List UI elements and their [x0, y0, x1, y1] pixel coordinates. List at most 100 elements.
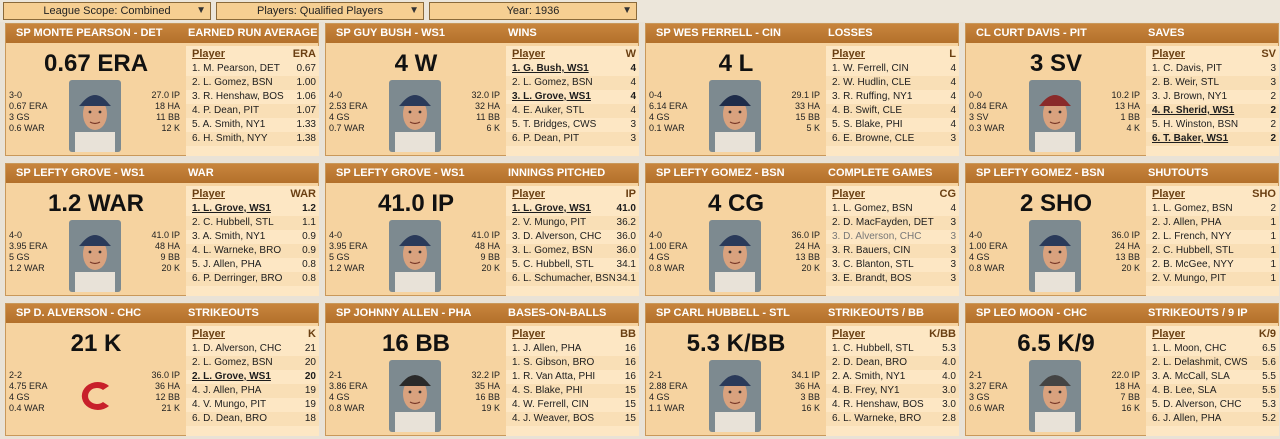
list-item[interactable]: 5. A. Smith, NY1 1.33 [186, 118, 319, 132]
list-item[interactable]: 3. J. Brown, NY1 2 [1146, 90, 1279, 104]
player-photo-icon[interactable] [389, 360, 441, 432]
column-player[interactable]: Player [512, 328, 546, 340]
player-photo-icon[interactable] [1029, 80, 1081, 152]
list-item[interactable]: 5. T. Bridges, CWS 3 [506, 118, 639, 132]
list-item[interactable]: 2. L. Gomez, BSN 1.00 [186, 76, 319, 90]
player-photo-icon[interactable] [69, 220, 121, 292]
list-item[interactable]: 5. S. Blake, PHI 4 [826, 118, 959, 132]
list-item[interactable]: 1. L. Gomez, BSN 2 [1146, 202, 1279, 216]
column-stat[interactable]: ERA [292, 48, 316, 60]
player-photo-icon[interactable] [1029, 220, 1081, 292]
list-item[interactable]: 4. L. Warneke, BRO 0.9 [186, 244, 319, 258]
list-item[interactable]: 3. R. Bauers, CIN 3 [826, 244, 959, 258]
column-stat[interactable]: SHO [1252, 188, 1276, 200]
list-item[interactable]: 1. C. Hubbell, STL 5.3 [826, 342, 959, 356]
list-item[interactable]: 3. A. McCall, SLA 5.5 [1146, 370, 1279, 384]
list-item[interactable]: 2. L. French, NYY 1 [1146, 230, 1279, 244]
player-photo-icon[interactable] [389, 80, 441, 152]
list-item[interactable]: 1. M. Pearson, DET 0.67 [186, 62, 319, 76]
column-player[interactable]: Player [192, 48, 226, 60]
column-stat[interactable]: CG [939, 188, 957, 200]
list-item[interactable]: 3. C. Blanton, STL 3 [826, 258, 959, 272]
list-item[interactable]: 1. W. Ferrell, CIN 4 [826, 62, 959, 76]
list-item[interactable]: 6. J. Allen, PHA 5.2 [1146, 412, 1279, 426]
player-photo-icon[interactable] [709, 360, 761, 432]
leader-name[interactable]: SP JOHNNY ALLEN - PHA [336, 307, 472, 319]
list-item[interactable]: 4. B. Frey, NY1 3.0 [826, 384, 959, 398]
list-item[interactable]: 6. P. Dean, PIT 3 [506, 132, 639, 146]
list-item[interactable]: 2. B. McGee, NYY 1 [1146, 258, 1279, 272]
list-item[interactable]: 2. D. MacFayden, DET 3 [826, 216, 959, 230]
column-player[interactable]: Player [1152, 48, 1186, 60]
column-player[interactable]: Player [192, 188, 226, 200]
leader-name[interactable]: SP GUY BUSH - WS1 [336, 27, 446, 39]
list-item[interactable]: 1. C. Davis, PIT 3 [1146, 62, 1279, 76]
leader-name[interactable]: SP D. ALVERSON - CHC [16, 307, 142, 319]
list-item[interactable]: 1. L. Gomez, BSN 4 [826, 202, 959, 216]
list-item[interactable]: 3. D. Alverson, CHC 3 [826, 230, 959, 244]
list-item[interactable]: 4. R. Sherid, WS1 2 [1146, 104, 1279, 118]
list-item[interactable]: 6. P. Derringer, BRO 0.8 [186, 272, 319, 286]
list-header[interactable]: Player L [826, 46, 959, 62]
list-item[interactable]: 1. D. Alverson, CHC 21 [186, 342, 319, 356]
list-item[interactable]: 2. L. Delashmit, CWS 5.6 [1146, 356, 1279, 370]
leader-name[interactable]: SP LEFTY GOMEZ - BSN [976, 167, 1105, 179]
list-item[interactable]: 6. D. Dean, BRO 18 [186, 412, 319, 426]
list-item[interactable]: 2. C. Hubbell, STL 1.1 [186, 216, 319, 230]
list-item[interactable]: 4. B. Lee, SLA 5.5 [1146, 384, 1279, 398]
list-item[interactable]: 2. L. Gomez, BSN 4 [506, 76, 639, 90]
list-header[interactable]: Player WAR [186, 186, 319, 202]
list-header[interactable]: Player CG [826, 186, 959, 202]
column-stat[interactable]: K/9 [1258, 328, 1276, 340]
column-stat[interactable]: IP [625, 188, 636, 200]
list-header[interactable]: Player K/9 [1146, 326, 1279, 342]
list-item[interactable]: 3. L. Gomez, BSN 36.0 [506, 244, 639, 258]
players-dropdown[interactable]: Players: Qualified Players ▼ [216, 2, 424, 20]
list-item[interactable]: 4. B. Swift, CLE 4 [826, 104, 959, 118]
leader-name[interactable]: SP LEO MOON - CHC [976, 307, 1088, 319]
list-item[interactable]: 6. E. Browne, CLE 3 [826, 132, 959, 146]
list-item[interactable]: 1. L. Moon, CHC 6.5 [1146, 342, 1279, 356]
leader-name[interactable]: SP CARL HUBBELL - STL [656, 307, 790, 319]
list-header[interactable]: Player SV [1146, 46, 1279, 62]
list-item[interactable]: 4. E. Auker, STL 4 [506, 104, 639, 118]
list-item[interactable]: 5. H. Winston, BSN 2 [1146, 118, 1279, 132]
list-item[interactable]: 4. R. Henshaw, BOS 3.0 [826, 398, 959, 412]
player-photo-icon[interactable] [1029, 360, 1081, 432]
column-stat[interactable]: SV [1261, 48, 1276, 60]
column-stat[interactable]: K/BB [929, 328, 956, 340]
column-player[interactable]: Player [192, 328, 226, 340]
list-item[interactable]: 5. C. Hubbell, STL 34.1 [506, 258, 639, 272]
list-item[interactable]: 3. E. Brandt, BOS 3 [826, 272, 959, 286]
column-player[interactable]: Player [832, 48, 866, 60]
list-item[interactable]: 2. V. Mungo, PIT 36.2 [506, 216, 639, 230]
list-item[interactable]: 4. S. Blake, PHI 15 [506, 384, 639, 398]
list-item[interactable]: 5. J. Allen, PHA 0.8 [186, 258, 319, 272]
list-item[interactable]: 6. L. Schumacher, BSN 34.1 [506, 272, 639, 286]
list-item[interactable]: 4. J. Weaver, BOS 15 [506, 412, 639, 426]
list-header[interactable]: Player K/BB [826, 326, 959, 342]
column-player[interactable]: Player [832, 328, 866, 340]
list-item[interactable]: 5. D. Alverson, CHC 5.3 [1146, 398, 1279, 412]
leader-name[interactable]: SP LEFTY GOMEZ - BSN [656, 167, 785, 179]
list-item[interactable]: 3. R. Henshaw, BOS 1.06 [186, 90, 319, 104]
column-stat[interactable]: W [625, 48, 636, 60]
column-stat[interactable]: K [308, 328, 316, 340]
list-item[interactable]: 2. W. Hudlin, CLE 4 [826, 76, 959, 90]
list-item[interactable]: 1. G. Bush, WS1 4 [506, 62, 639, 76]
column-player[interactable]: Player [1152, 328, 1186, 340]
list-item[interactable]: 6. T. Baker, WS1 2 [1146, 132, 1279, 146]
list-header[interactable]: Player IP [506, 186, 639, 202]
column-player[interactable]: Player [512, 188, 546, 200]
list-item[interactable]: 3. A. Smith, NY1 0.9 [186, 230, 319, 244]
list-item[interactable]: 2. V. Mungo, PIT 1 [1146, 272, 1279, 286]
list-item[interactable]: 3. L. Grove, WS1 4 [506, 90, 639, 104]
leader-name[interactable]: SP WES FERRELL - CIN [656, 27, 781, 39]
team-logo-icon[interactable] [69, 360, 121, 432]
list-item[interactable]: 2. C. Hubbell, STL 1 [1146, 244, 1279, 258]
list-item[interactable]: 4. W. Ferrell, CIN 15 [506, 398, 639, 412]
list-item[interactable]: 4. V. Mungo, PIT 19 [186, 398, 319, 412]
list-item[interactable]: 1. J. Allen, PHA 16 [506, 342, 639, 356]
list-item[interactable]: 1. S. Gibson, BRO 16 [506, 356, 639, 370]
column-stat[interactable]: WAR [290, 188, 316, 200]
